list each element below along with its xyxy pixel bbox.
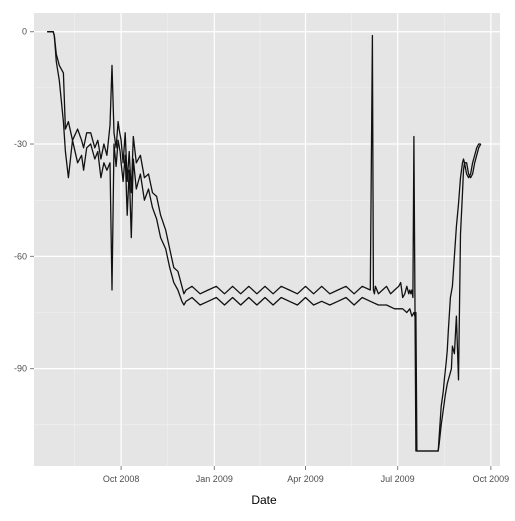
x-axis: Oct 2008 Jan 2009 Apr 2009 Jul 2009 Oct 2009	[103, 466, 509, 484]
y-tick-label-2: -60	[14, 251, 27, 261]
x-axis-label: Date	[251, 493, 277, 507]
x-tick-label-2: Apr 2009	[287, 474, 324, 484]
series-layer	[47, 31, 482, 452]
series-line-0	[47, 31, 481, 452]
y-tick-label-1: -30	[14, 139, 27, 149]
plot-panel	[34, 13, 500, 466]
x-tick-label-4: Oct 2009	[473, 474, 510, 484]
y-axis: 0 -30 -60 -90	[14, 27, 34, 374]
x-tick-label-3: Jul 2009	[381, 474, 415, 484]
grid-major	[34, 13, 500, 466]
series-line-1	[47, 31, 482, 452]
y-tick-label-0: 0	[22, 27, 27, 37]
x-tick-label-1: Jan 2009	[196, 474, 233, 484]
y-tick-label-3: -90	[14, 364, 27, 374]
x-tick-label-0: Oct 2008	[103, 474, 140, 484]
